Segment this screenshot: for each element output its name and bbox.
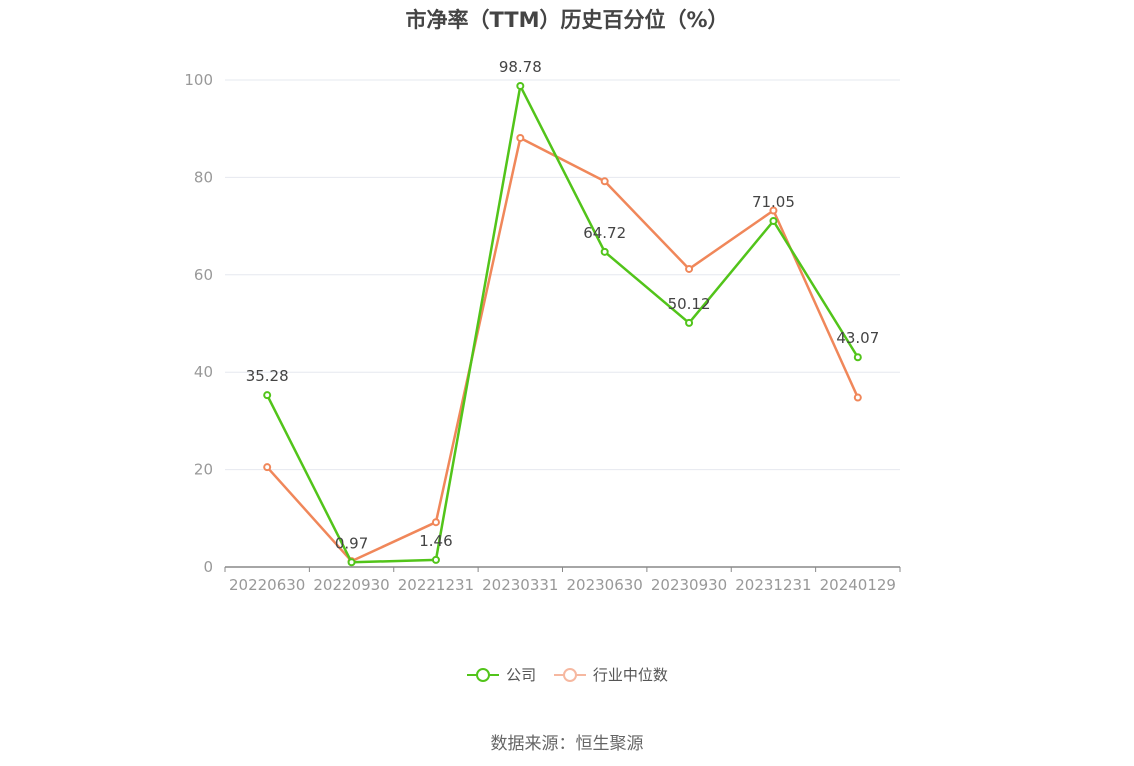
line-chart: 0 20 40 60 80 100 20220630 20220930 20221231 2023…: [184, 58, 901, 594]
data-point-company: [853, 353, 862, 362]
data-point-company: [516, 81, 525, 90]
legend-label-industry-median: 行业中位数: [592, 666, 668, 684]
data-label-company: 35.28: [246, 367, 289, 385]
data-label-company: 64.72: [583, 224, 626, 242]
y-tick-label: 40: [194, 363, 213, 381]
y-tick-label: 20: [194, 461, 213, 479]
data-label-company: 0.97: [335, 534, 368, 552]
data-label-company: 71.05: [752, 193, 795, 211]
data-point-industry-median: [769, 206, 778, 215]
y-tick-label: 0: [203, 558, 213, 576]
data-label-company: 43.07: [836, 329, 879, 347]
data-point-industry-median: [600, 177, 609, 186]
x-tick-label: 20220930: [313, 576, 389, 594]
chart-title: 市净率（TTM）历史百分位（%）: [405, 8, 729, 32]
x-tick-label: 20230331: [482, 576, 558, 594]
series-lines: [263, 81, 862, 567]
data-source-note: 数据来源：恒生聚源: [490, 734, 644, 754]
x-tick-label: 20230630: [567, 576, 643, 594]
x-tick-label: 20221231: [398, 576, 474, 594]
series-line-industry-median: [266, 136, 859, 563]
y-tick-label: 100: [184, 71, 213, 89]
data-label-company: 1.46: [419, 532, 452, 550]
y-tick-label: 80: [194, 168, 213, 186]
x-tick-label: 20220630: [229, 576, 305, 594]
legend-marker-industry-median: [562, 667, 577, 682]
data-label-company: 50.12: [668, 295, 711, 313]
data-point-company: [600, 247, 609, 256]
data-point-company: [347, 558, 356, 567]
data-point-industry-median: [685, 264, 694, 273]
axes: 0 20 40 60 80 100 20220630 20220930 20221231 2023…: [184, 71, 901, 594]
circle-line-icon: [553, 667, 586, 682]
data-point-industry-median: [853, 393, 862, 402]
chart-legend: 公司 行业中位数: [0, 664, 1134, 687]
circle-line-icon: [467, 667, 500, 682]
data-point-company: [263, 391, 272, 400]
x-tick-label: 20240129: [820, 576, 896, 594]
data-point-industry-median: [516, 133, 525, 142]
data-point-industry-median: [431, 518, 440, 527]
data-point-company: [685, 318, 694, 327]
data-label-company: 98.78: [499, 58, 542, 76]
y-tick-label: 60: [194, 266, 213, 284]
legend-label-company: 公司: [506, 666, 537, 684]
data-point-company: [769, 216, 778, 225]
data-labels: 35.28 0.97 1.46 98.78 64.72 50.12 71.05 43.07: [246, 58, 880, 552]
x-tick-label: 20230930: [651, 576, 727, 594]
x-tick-label: 20231231: [735, 576, 811, 594]
series-line-company: [266, 84, 859, 564]
data-point-industry-median: [263, 463, 272, 472]
legend-item-company[interactable]: 公司: [466, 664, 536, 685]
legend-marker-company: [476, 667, 491, 682]
legend-item-industry-median[interactable]: 行业中位数: [553, 664, 668, 685]
grid-lines: [225, 79, 900, 471]
data-point-company: [431, 555, 440, 564]
